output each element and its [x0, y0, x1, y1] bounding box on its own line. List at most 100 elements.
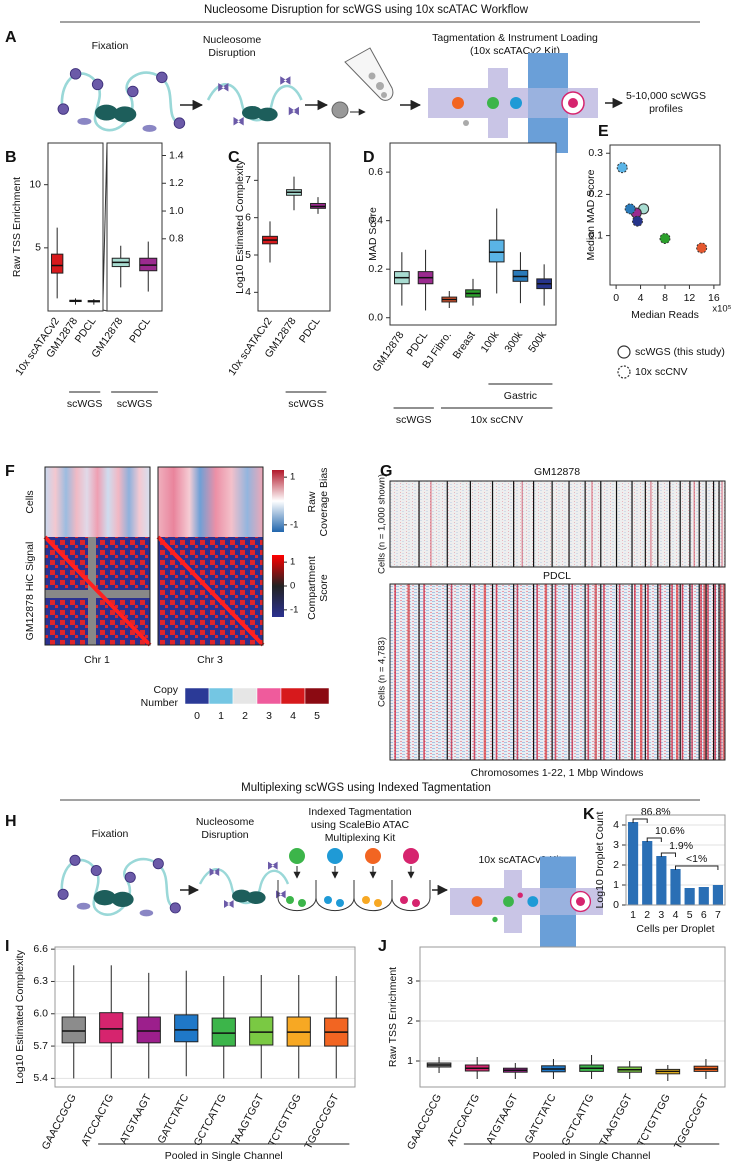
legend-label: 2	[242, 710, 248, 722]
annotation: <1%	[686, 853, 707, 865]
x-tick-label: TGGCCGGT	[672, 1092, 711, 1152]
x-tick-label: Breast	[450, 329, 477, 361]
group-label: scWGS	[396, 414, 432, 426]
axis-label: Chromosomes 1-22, 1 Mbp Windows	[471, 767, 644, 779]
cnv-stripe	[700, 584, 702, 760]
panel-label: H	[5, 813, 17, 830]
x-tick-label: 16	[708, 292, 720, 304]
y-tick-label: 0.2	[588, 188, 603, 200]
x-tick-label: TCTGTTGG	[635, 1092, 673, 1149]
frame	[157, 466, 264, 646]
x-tick-label: 4	[638, 292, 644, 304]
chromosome-boundaries	[394, 481, 726, 760]
output-label: profiles	[649, 103, 683, 115]
zoom-line	[102, 142, 108, 301]
colorbar-tick-label: -1	[290, 519, 298, 530]
group-label: scWGS	[67, 398, 103, 410]
plot-background	[258, 143, 330, 311]
legend-swatch	[280, 687, 306, 705]
panel-label: J	[378, 938, 387, 955]
chromatin-icon	[56, 67, 187, 134]
panel-label: A	[5, 29, 17, 46]
y-tick-label: 1	[407, 1055, 413, 1067]
step-label: Nucleosome	[196, 816, 255, 828]
step-label: Fixation	[92, 828, 129, 840]
box	[50, 253, 64, 274]
y-tick-label: 1.4	[169, 149, 184, 161]
legend-swatch	[256, 687, 282, 705]
group-label: Pooled in Single Channel	[165, 1150, 283, 1162]
x-tick-label: 300k	[502, 329, 525, 355]
colorbar-title: Compartment	[306, 556, 318, 620]
cnv-stripe	[554, 584, 557, 760]
legend-swatch	[304, 687, 330, 705]
cnv-stripe	[659, 584, 662, 760]
step-label: Multiplexing Kit	[325, 832, 396, 844]
point	[632, 215, 643, 227]
row-label: Cells	[24, 490, 36, 513]
section-title: Multiplexing scWGS using Indexed Tagment…	[241, 782, 491, 794]
step-label: Indexed Tagmentation	[308, 806, 411, 818]
chip-icon	[449, 855, 604, 948]
colorbar-tick-label: 0	[290, 581, 295, 592]
y-tick-label: 10	[29, 178, 41, 190]
cnv-heatmap	[390, 481, 725, 567]
panel-label: B	[5, 149, 17, 166]
x-tick-label: 3	[658, 909, 664, 921]
panel-label: F	[5, 463, 15, 480]
annotation-bracket	[675, 865, 719, 870]
cnv-stripe	[714, 584, 716, 760]
y-tick-label: 4	[613, 819, 619, 831]
x-tick-label: GM12878	[370, 329, 406, 374]
box	[249, 1016, 274, 1046]
plot-background	[420, 947, 725, 1087]
y-tick-label: 5	[245, 249, 251, 261]
column-label: Chr 3	[197, 654, 223, 666]
y-tick-label: 0.2	[368, 263, 383, 275]
row-label: Cells (n = 1,000 shown)	[377, 474, 388, 574]
cnv-stripe	[571, 584, 574, 760]
x-tick-label: 100k	[479, 329, 502, 355]
cnv-stripe	[707, 584, 709, 760]
y-tick-label: 0.4	[368, 214, 383, 226]
legend-label: 0	[194, 710, 200, 722]
x-tick-label: 12	[684, 292, 696, 304]
plot-frame	[106, 142, 163, 312]
frame	[389, 583, 726, 761]
y-axis-label: Median MAD Score	[585, 169, 597, 260]
box	[488, 239, 505, 263]
panel-label: E	[598, 123, 609, 140]
legend-swatch	[208, 687, 234, 705]
y-tick-label: 0.6	[368, 166, 383, 178]
plot-background	[107, 143, 162, 311]
box	[136, 1016, 161, 1044]
x-tick-label: TAAGTGGT	[229, 1092, 267, 1148]
cnv-stripe	[407, 584, 410, 760]
tagmentation-icon	[277, 848, 431, 912]
y-tick-label: 0.0	[368, 312, 383, 324]
chip-icon	[427, 52, 599, 154]
cnv-stripe	[603, 584, 605, 760]
y-axis-label: Log10 Estimated Complexity	[14, 949, 26, 1083]
x-axis-label: Cells per Droplet	[636, 923, 714, 935]
group-label: scWGS	[288, 398, 324, 410]
y-tick-label: 5.4	[33, 1072, 48, 1084]
annotation: 86.8%	[641, 806, 671, 818]
plot-background	[48, 143, 103, 311]
box	[99, 1012, 124, 1044]
cnv-stripe	[473, 584, 476, 760]
bar	[642, 841, 653, 905]
chromatin-icon	[198, 860, 290, 910]
x-tick-label: GCTCATTG	[192, 1092, 229, 1148]
y-tick-label: 1	[613, 879, 619, 891]
row-label: GM12878 HiC Signal	[24, 542, 36, 641]
legend-marker	[617, 365, 631, 379]
legend-title: Number	[141, 697, 179, 709]
hic-diagonal	[156, 535, 265, 647]
legend-label: 10x scCNV	[635, 366, 688, 378]
zoom-line	[102, 309, 108, 312]
group-label: Gastric	[504, 390, 537, 402]
step-label: Tagmentation & Instrument Loading	[432, 32, 598, 44]
step-label: Fixation	[92, 40, 129, 52]
